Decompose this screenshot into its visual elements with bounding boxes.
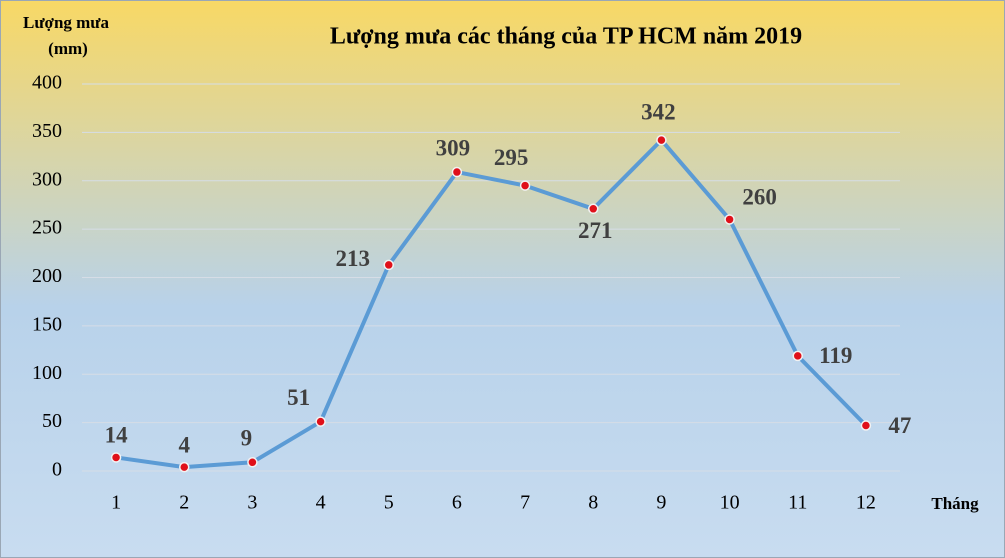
marker <box>110 452 122 463</box>
x-tick-label: 1 <box>111 492 121 514</box>
y-tick-label: 200 <box>32 265 62 287</box>
x-tick-label: 4 <box>316 492 326 514</box>
marker <box>724 214 735 225</box>
y-tick-label: 100 <box>32 362 62 384</box>
data-label: 9 <box>241 426 253 451</box>
data-label: 342 <box>641 99 676 124</box>
y-axis-label: Lượng mưa <box>23 13 110 32</box>
x-tick-label: 2 <box>179 492 189 514</box>
marker <box>451 166 463 178</box>
marker <box>792 350 803 362</box>
x-tick-label: 12 <box>856 492 876 514</box>
x-tick-label: 6 <box>452 492 462 514</box>
data-label: 213 <box>336 246 371 271</box>
data-label: 119 <box>819 343 852 368</box>
x-tick-label: 11 <box>788 492 807 514</box>
marker <box>860 420 872 431</box>
x-tick-label: 8 <box>588 492 598 514</box>
marker <box>383 259 394 271</box>
y-tick-label: 50 <box>42 410 62 432</box>
data-label: 271 <box>578 218 613 243</box>
x-tick-label: 9 <box>656 492 666 514</box>
x-tick-label: 10 <box>720 492 740 514</box>
data-label: 309 <box>436 135 471 160</box>
marker <box>247 457 258 468</box>
data-label: 14 <box>105 423 129 448</box>
x-tick-label: 3 <box>247 492 257 514</box>
data-label: 47 <box>888 413 911 438</box>
data-label: 295 <box>494 145 529 170</box>
x-tick-label: 5 <box>384 492 394 514</box>
line <box>115 138 868 470</box>
data-label: 260 <box>742 185 777 210</box>
y-tick-label: 150 <box>32 313 62 335</box>
marker <box>588 203 599 215</box>
x-axis-label: Tháng <box>931 494 979 513</box>
y-axis-label: (mm) <box>48 39 88 58</box>
marker <box>315 416 326 427</box>
y-tick-label: 300 <box>32 168 62 190</box>
marker <box>519 180 531 191</box>
y-tick-label: 350 <box>32 120 62 142</box>
marker <box>656 134 667 146</box>
data-label: 4 <box>179 432 191 457</box>
y-tick-label: 250 <box>32 217 62 239</box>
data-label: 51 <box>287 385 310 410</box>
x-tick-label: 7 <box>520 492 530 514</box>
chart-title: Lượng mưa các tháng của TP HCM năm 2019 <box>330 24 802 50</box>
marker <box>179 461 190 473</box>
y-tick-label: 0 <box>52 459 62 481</box>
y-tick-label: 400 <box>32 72 62 94</box>
